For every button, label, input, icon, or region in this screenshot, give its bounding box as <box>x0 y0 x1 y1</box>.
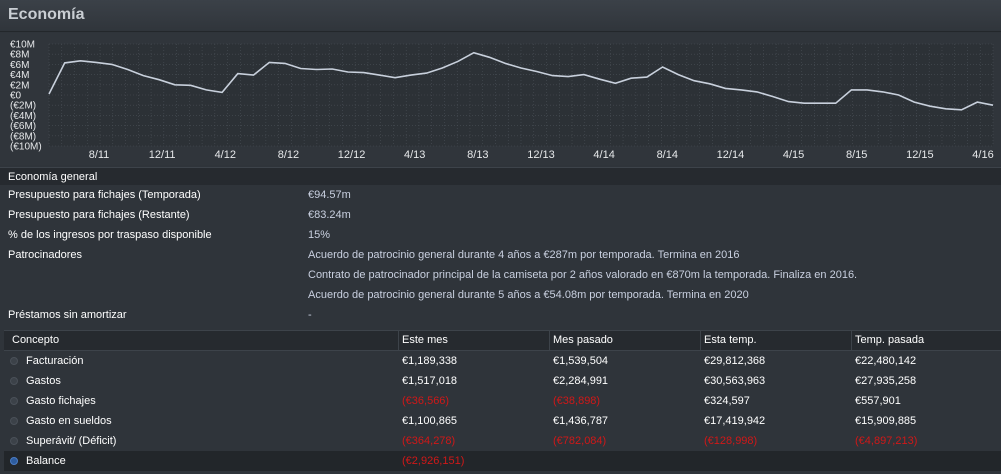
row-radio-icon[interactable] <box>10 357 18 365</box>
column-header-concept[interactable]: Concepto <box>12 334 60 346</box>
y-tick-label: €8M <box>10 50 29 61</box>
y-tick-label: €6M <box>10 60 29 71</box>
finance-concept-label: Balance <box>26 455 66 467</box>
x-tick-label: 4/16 <box>972 149 993 161</box>
general-info-label: Patrocinadores <box>8 249 82 261</box>
general-info-label: Presupuesto para fichajes (Temporada) <box>8 189 201 201</box>
finance-value: (€364,278) <box>402 435 456 447</box>
x-tick-label: 8/14 <box>657 149 678 161</box>
y-tick-label: (€2M) <box>10 101 36 112</box>
general-info-value: 15% <box>308 229 331 241</box>
finance-value: (€782,084) <box>553 435 607 447</box>
y-tick-label: €2M <box>10 80 29 91</box>
row-radio-icon[interactable] <box>10 437 18 445</box>
row-radio-icon[interactable] <box>10 377 18 385</box>
finance-table: Concepto Este mes Mes pasado Esta temp. … <box>4 330 1001 471</box>
general-info-value: Acuerdo de patrocinio general durante 4 … <box>308 249 740 261</box>
finance-value: €1,436,787 <box>553 415 609 427</box>
y-tick-label: (€8M) <box>10 131 36 142</box>
x-tick-label: 8/11 <box>89 149 110 161</box>
finance-value: €15,909,885 <box>855 415 917 427</box>
column-header-this-season[interactable]: Esta temp. <box>704 334 757 346</box>
general-info-row: % de los ingresos por traspaso disponibl… <box>0 225 1001 245</box>
column-header-this-month[interactable]: Este mes <box>402 334 448 346</box>
row-radio-icon[interactable] <box>10 417 18 425</box>
x-tick-label: 12/14 <box>717 149 745 161</box>
finance-value: €1,100,865 <box>402 415 458 427</box>
general-economy-section: Economía general Presupuesto para fichaj… <box>0 167 1001 325</box>
x-tick-label: 12/12 <box>338 149 366 161</box>
general-info-row: Acuerdo de patrocinio general durante 5 … <box>0 285 1001 305</box>
finance-table-header: Concepto Este mes Mes pasado Esta temp. … <box>4 330 1001 351</box>
general-info-value: Acuerdo de patrocinio general durante 5 … <box>308 289 749 301</box>
general-economy-header: Economía general <box>0 167 1001 185</box>
finance-value: €2,284,991 <box>553 375 609 387</box>
finance-value: (€128,998) <box>704 435 758 447</box>
finance-row[interactable]: Superávit/ (Déficit) (€364,278) (€782,084)… <box>4 431 1001 451</box>
page-title: Economía <box>8 6 85 23</box>
general-info-value: Contrato de patrocinador principal de la… <box>308 269 858 281</box>
balance-chart: €10M €8M €6M €4M €2M €0 (€2M) (€4M) (€6M) (€8M) (€… <box>0 33 1001 165</box>
finance-value: €557,901 <box>855 395 901 407</box>
finance-row[interactable]: Gasto en sueldos €1,100,865 €1,436,787 €17,… <box>4 411 1001 431</box>
general-info-row: Presupuesto para fichajes (Restante) €83.… <box>0 205 1001 225</box>
general-info-value: - <box>308 309 312 321</box>
finance-value: €1,517,018 <box>402 375 458 387</box>
general-info-label: Presupuesto para fichajes (Restante) <box>8 209 190 221</box>
general-info-value: €83.24m <box>308 209 351 221</box>
y-tick-label: (€6M) <box>10 121 36 132</box>
x-tick-label: 4/15 <box>783 149 804 161</box>
finance-value: (€38,898) <box>553 395 601 407</box>
finance-value: €17,419,942 <box>704 415 766 427</box>
finance-row[interactable]: Gasto fichajes (€36,566) (€38,898) €324,597… <box>4 391 1001 411</box>
finance-concept-label: Gasto fichajes <box>26 395 96 407</box>
x-tick-label: 4/13 <box>404 149 425 161</box>
finance-row[interactable]: Balance (€2,926,151) <box>4 451 1001 471</box>
finance-value: (€4,897,213) <box>855 435 918 447</box>
finance-concept-label: Facturación <box>26 355 84 367</box>
x-tick-label: 12/13 <box>527 149 555 161</box>
finance-value: €29,812,368 <box>704 355 766 367</box>
general-info-label: Préstamos sin amortizar <box>8 309 127 321</box>
finance-concept-label: Gasto en sueldos <box>26 415 112 427</box>
x-tick-label: 12/15 <box>906 149 934 161</box>
finance-value: €27,935,258 <box>855 375 917 387</box>
balance-chart-svg: €10M€8M€6M€4M€2M€0(€2M)(€4M)(€6M)(€8M)(€… <box>10 40 994 162</box>
row-radio-icon[interactable] <box>10 397 18 405</box>
finance-concept-label: Superávit/ (Déficit) <box>26 435 117 447</box>
finance-value: €324,597 <box>704 395 750 407</box>
x-tick-label: 8/13 <box>467 149 488 161</box>
general-info-row: Presupuesto para fichajes (Temporada) €94… <box>0 185 1001 205</box>
window-title-bar: Economía <box>0 0 1001 32</box>
balance-series-line <box>48 51 994 111</box>
x-tick-label: 4/12 <box>215 149 236 161</box>
finance-value: €1,539,504 <box>553 355 609 367</box>
finance-row[interactable]: Facturación €1,189,338 €1,539,504 €29,812,3… <box>4 351 1001 371</box>
general-info-row: Préstamos sin amortizar - <box>0 305 1001 325</box>
y-tick-label: (€10M) <box>10 142 42 153</box>
x-tick-label: 8/15 <box>846 149 867 161</box>
general-info-label: % de los ingresos por traspaso disponibl… <box>8 229 212 241</box>
general-info-row: Contrato de patrocinador principal de la… <box>0 265 1001 285</box>
general-info-row: Patrocinadores Acuerdo de patrocinio gene… <box>0 245 1001 265</box>
finance-value: (€2,926,151) <box>402 455 465 467</box>
y-tick-label: €4M <box>10 70 29 81</box>
finance-value: €30,563,963 <box>704 375 766 387</box>
y-tick-label: €10M <box>10 40 35 51</box>
column-header-last-month[interactable]: Mes pasado <box>553 334 613 346</box>
general-info-value: €94.57m <box>308 189 351 201</box>
finance-value: (€36,566) <box>402 395 450 407</box>
finance-row[interactable]: Gastos €1,517,018 €2,284,991 €30,563,963 €27… <box>4 371 1001 391</box>
x-tick-label: 8/12 <box>278 149 299 161</box>
y-tick-label: €0 <box>10 91 22 102</box>
column-header-last-season[interactable]: Temp. pasada <box>855 334 925 346</box>
x-tick-label: 4/14 <box>593 149 614 161</box>
finance-value: €22,480,142 <box>855 355 917 367</box>
finance-value: €1,189,338 <box>402 355 458 367</box>
x-tick-label: 12/11 <box>149 149 176 161</box>
finance-concept-label: Gastos <box>26 375 61 387</box>
row-radio-icon[interactable] <box>10 457 18 465</box>
y-tick-label: (€4M) <box>10 111 36 122</box>
